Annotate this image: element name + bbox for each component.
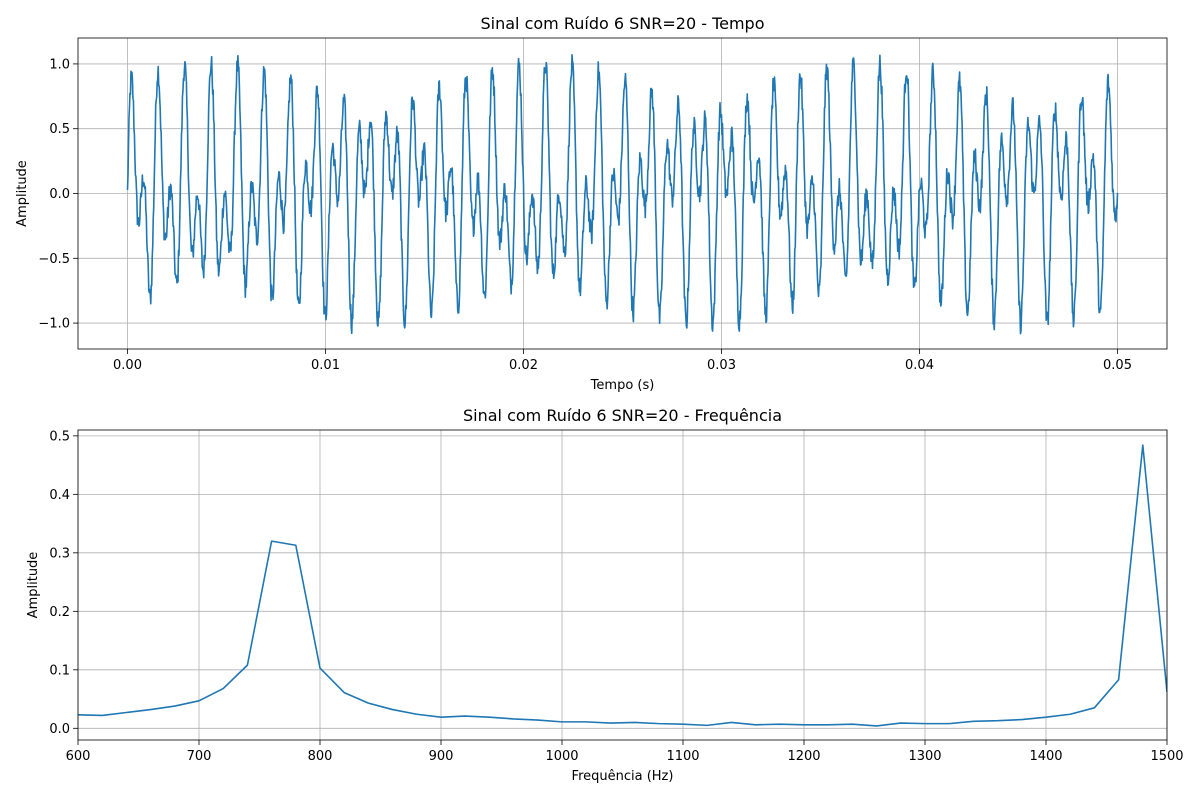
x-tick-label: 1200 (787, 749, 820, 764)
x-tick-label: 0.05 (1103, 358, 1132, 373)
freq-y-axis-label: Amplitude (26, 552, 41, 619)
y-tick-label: 1.0 (49, 57, 70, 72)
time-domain-subplot: 0.00 0.01 0.02 0.03 0.04 0.05 −1.0 −0.5 0.0 0.5 1… (15, 14, 1168, 393)
time-x-ticks: 0.00 0.01 0.02 0.03 0.04 0.05 (113, 349, 1132, 373)
freq-axes-frame (77, 429, 1168, 741)
x-tick-label: 600 (66, 749, 91, 764)
x-tick-label: 1400 (1029, 749, 1062, 764)
series-line (126, 53, 1119, 335)
y-tick-label: 0.1 (49, 663, 70, 678)
x-tick-label: 700 (187, 749, 212, 764)
x-tick-label: 1500 (1150, 749, 1183, 764)
x-tick-label: 0.01 (311, 358, 340, 373)
time-x-axis-label: Tempo (s) (590, 378, 655, 393)
time-y-ticks: −1.0 −0.5 0.0 0.5 1.0 (38, 57, 78, 332)
x-tick-label: 1000 (545, 749, 578, 764)
freq-x-axis-label: Frequência (Hz) (572, 769, 674, 784)
time-chart-title: Sinal com Ruído 6 SNR=20 - Tempo (481, 14, 765, 33)
freq-grid (77, 430, 1168, 740)
y-tick-label: 0.2 (49, 605, 70, 620)
y-tick-label: 0.5 (49, 122, 70, 137)
frequency-spectrum-line (78, 444, 1167, 727)
x-tick-label: 1100 (666, 749, 699, 764)
x-tick-label: 0.00 (113, 358, 142, 373)
y-tick-label: 0.5 (49, 429, 70, 444)
y-tick-label: 0.4 (49, 488, 70, 503)
x-tick-label: 900 (429, 749, 454, 764)
y-tick-label: −1.0 (38, 317, 70, 332)
x-tick-label: 800 (308, 749, 333, 764)
y-tick-label: −0.5 (38, 252, 70, 267)
y-tick-label: 0.3 (49, 546, 70, 561)
x-tick-label: 0.02 (509, 358, 538, 373)
freq-chart-title: Sinal com Ruído 6 SNR=20 - Frequência (463, 406, 782, 425)
x-tick-label: 1300 (908, 749, 941, 764)
time-y-axis-label: Amplitude (15, 160, 30, 227)
x-tick-label: 0.04 (905, 358, 934, 373)
y-tick-label: 0.0 (49, 722, 70, 737)
freq-x-ticks: 600 700 800 900 1000 1100 1200 1300 1400 1500 (66, 740, 1184, 764)
freq-y-ticks: 0.0 0.1 0.2 0.3 0.4 0.5 (49, 429, 78, 737)
time-signal-line (126, 53, 1119, 335)
x-tick-label: 0.03 (707, 358, 736, 373)
series-line (78, 444, 1167, 727)
y-tick-label: 0.0 (49, 187, 70, 202)
frequency-domain-subplot: 600 700 800 900 1000 1100 1200 1300 1400 1500 0.0… (26, 406, 1184, 784)
